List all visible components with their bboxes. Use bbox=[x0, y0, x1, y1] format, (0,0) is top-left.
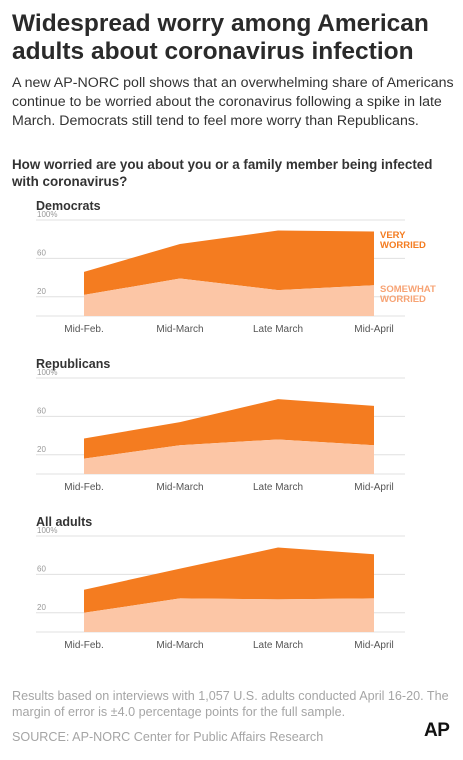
area-somewhat-worried-all-adults bbox=[84, 598, 374, 632]
source-credit: SOURCE: AP-NORC Center for Public Affair… bbox=[12, 730, 324, 744]
x-tick-label: Late March bbox=[253, 640, 303, 651]
x-tick-label: Mid-April bbox=[354, 640, 393, 651]
area-somewhat-worried-republicans bbox=[84, 439, 374, 474]
x-tick-label: Mid-Feb. bbox=[64, 324, 103, 335]
x-tick-label: Mid-Feb. bbox=[64, 482, 103, 493]
y-tick-label: 20 bbox=[37, 287, 46, 296]
methodology-note: Results based on interviews with 1,057 U… bbox=[12, 689, 449, 719]
y-tick-label: 20 bbox=[37, 603, 46, 612]
x-tick-label: Mid-March bbox=[156, 482, 203, 493]
x-tick-label: Mid-Feb. bbox=[64, 640, 103, 651]
y-tick-label: 60 bbox=[37, 406, 46, 415]
y-tick-label: 100% bbox=[37, 210, 57, 219]
chart-panel-democrats: Democrats 100% 60 20 Mid-Feb. Mid-March Late M… bbox=[0, 196, 463, 346]
panel-label-republicans: Republicans bbox=[36, 357, 110, 371]
x-tick-label: Late March bbox=[253, 482, 303, 493]
area-very-worried-republicans bbox=[84, 399, 374, 459]
x-tick-label: Mid-March bbox=[156, 324, 203, 335]
legend-somewhat-worried: SOMEWHAT WORRIED bbox=[380, 284, 436, 305]
intro-text: A new AP-NORC poll shows that an overwhe… bbox=[12, 75, 454, 129]
x-tick-label: Mid-April bbox=[354, 324, 393, 335]
page-title: Widespread worry among American adults a… bbox=[12, 10, 429, 65]
x-tick-label: Mid-April bbox=[354, 482, 393, 493]
area-very-worried-all-adults bbox=[84, 547, 374, 613]
panel-label-democrats: Democrats bbox=[36, 199, 101, 213]
ap-logo: AP bbox=[424, 720, 450, 741]
chart-panel-republicans: Republicans 100% 60 20 Mid-Feb. Mid-March Late… bbox=[0, 354, 463, 504]
x-tick-label: Late March bbox=[253, 324, 303, 335]
area-somewhat-worried-democrats bbox=[84, 278, 374, 316]
chart-question: How worried are you about you or a famil… bbox=[12, 157, 433, 189]
chart-panel-all-adults: All adults 100% 60 20 Mid-Feb. Mid-March Late … bbox=[0, 512, 463, 662]
y-tick-label: 60 bbox=[37, 564, 46, 573]
y-tick-label: 100% bbox=[37, 368, 57, 377]
panel-label-all-adults: All adults bbox=[36, 515, 92, 529]
area-very-worried-democrats bbox=[84, 230, 374, 295]
legend-very-worried: VERY WORRIED bbox=[380, 230, 426, 251]
y-tick-label: 20 bbox=[37, 445, 46, 454]
y-tick-label: 60 bbox=[37, 248, 46, 257]
y-tick-label: 100% bbox=[37, 526, 57, 535]
x-tick-label: Mid-March bbox=[156, 640, 203, 651]
